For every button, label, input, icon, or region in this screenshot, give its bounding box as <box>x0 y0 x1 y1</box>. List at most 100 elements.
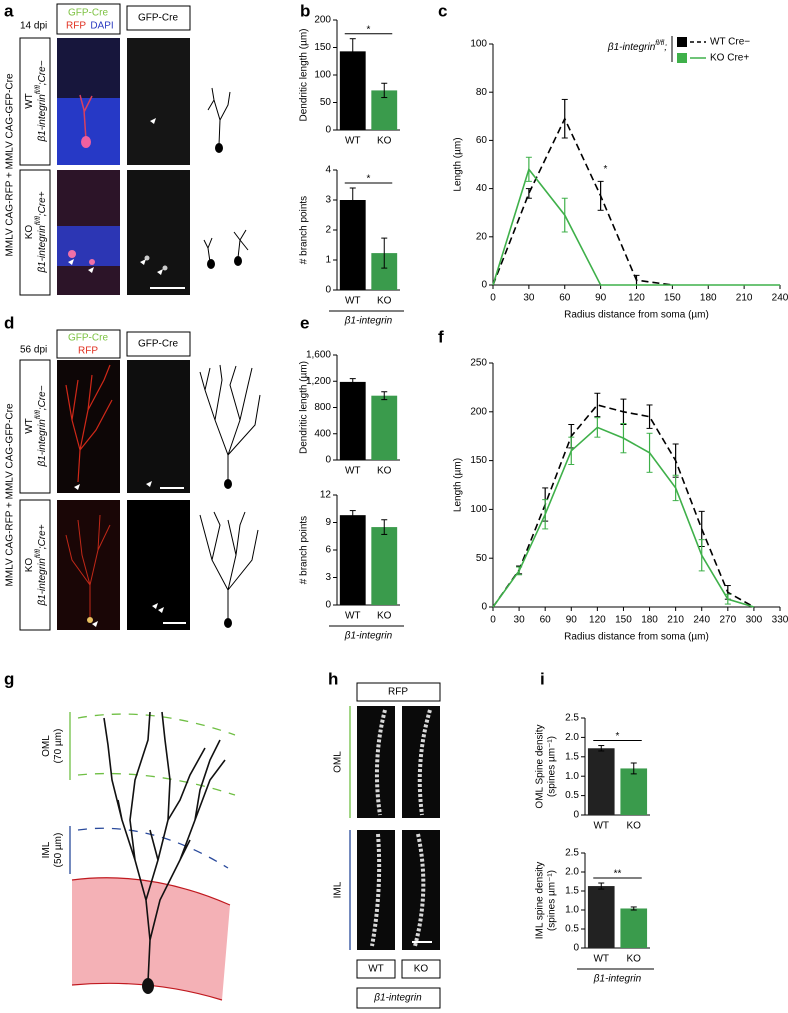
tracing-soma <box>224 618 232 628</box>
y-axis-label: # branch points <box>299 516 310 584</box>
y-tick-label: 400 <box>314 428 331 439</box>
x-tick-label: 180 <box>641 615 658 626</box>
arrowhead <box>74 484 80 490</box>
y-tick-label: 1.5 <box>565 751 579 762</box>
panel-letter: i <box>540 669 545 688</box>
y-tick-label: 2.0 <box>565 867 579 878</box>
error-bar <box>561 98 568 139</box>
tracing <box>203 229 249 263</box>
x-tick-label: 120 <box>628 293 645 304</box>
legend-swatch <box>677 53 687 63</box>
cell <box>68 250 76 258</box>
legend-title: β1-integrinfl/fl; <box>607 40 667 53</box>
significance-label: * <box>367 24 371 35</box>
arrowhead <box>68 259 94 273</box>
channel-label: DAPI <box>90 21 113 32</box>
y-tick-label: 6 <box>325 545 331 556</box>
y-tick-label: 2.0 <box>565 732 579 743</box>
x-axis-label: Radius distance from soma (µm) <box>564 632 709 643</box>
neuron <box>65 364 113 483</box>
x-tick-label: 240 <box>693 615 710 626</box>
allele: fl/fl <box>35 216 42 225</box>
x-tick-label: 270 <box>719 615 736 626</box>
x-tick-label: 60 <box>540 615 552 626</box>
dendrite-image <box>357 830 395 950</box>
channel-label: RFP <box>66 21 86 32</box>
y-axis-label: Dendritic length (µm) <box>299 361 310 454</box>
cre: ;Cre− <box>37 60 48 85</box>
cre: ;Cre+ <box>37 191 48 216</box>
y-tick-label: 80 <box>476 87 488 98</box>
channel-label: GFP-Cre <box>68 8 108 19</box>
x-tick-label: 90 <box>595 293 607 304</box>
y-tick-label: 2.5 <box>565 848 579 859</box>
error-bar <box>646 432 653 473</box>
annotation: * <box>603 164 607 175</box>
x-axis-label: Radius distance from soma (µm) <box>564 310 709 321</box>
y-tick-label: 200 <box>470 406 487 417</box>
layer-label: IML <box>333 881 344 898</box>
y-tick-label: 800 <box>314 402 331 413</box>
allele: fl/fl <box>35 410 42 419</box>
y-tick-label: 250 <box>470 358 487 369</box>
allele: fl/fl <box>35 549 42 558</box>
bar <box>587 748 615 815</box>
channel-label: RFP <box>78 346 98 357</box>
layer-name: IML <box>41 841 52 858</box>
bar <box>371 395 398 460</box>
gene: β1-integrin <box>37 94 48 143</box>
row-label: KO β1-integrinfl/fl;Cre+ <box>24 524 48 606</box>
error-bar <box>646 404 653 429</box>
y-tick-label: 9 <box>325 517 331 528</box>
row-label: WT β1-integrinfl/fl;Cre− <box>24 60 48 142</box>
x-tick-label: 210 <box>667 615 684 626</box>
y-tick-label: 0 <box>325 285 331 296</box>
x-tick-label: KO <box>627 821 642 832</box>
arrowhead <box>146 481 152 487</box>
error-bar <box>724 593 731 605</box>
y-axis-label: Length (µm) <box>453 458 464 512</box>
layer-thickness: (70 µm) <box>53 729 64 764</box>
x-tick-label: WT <box>345 136 361 147</box>
x-tick-label: 30 <box>514 615 526 626</box>
column-label: WT <box>368 964 384 975</box>
neuron <box>65 514 111 620</box>
gene: β1-integrin <box>37 419 48 468</box>
x-tick-label: 60 <box>559 293 571 304</box>
legend-swatch <box>677 37 687 47</box>
group-label: β1-integrin <box>344 316 393 327</box>
layer-name: OML <box>41 735 52 757</box>
panel-letter: a <box>4 1 14 20</box>
bar <box>587 886 615 948</box>
error-bar <box>594 417 601 438</box>
y-tick-label: 0 <box>481 602 487 613</box>
error-bar <box>381 519 388 535</box>
arrowhead <box>150 118 156 124</box>
x-tick-label: KO <box>377 136 392 147</box>
x-tick-label: KO <box>627 954 642 965</box>
bar <box>339 381 366 460</box>
y-axis-label: Dendritic length (µm) <box>299 28 310 121</box>
layer-label: IML(50 µm) <box>41 833 64 868</box>
x-tick-label: 150 <box>664 293 681 304</box>
row-label: WT β1-integrinfl/fl;Cre− <box>24 385 48 467</box>
y-tick-label: 1.0 <box>565 771 579 782</box>
y-tick-label: 1.5 <box>565 886 579 897</box>
y-tick-label: 20 <box>476 231 488 242</box>
row-box <box>19 169 51 296</box>
bar <box>620 908 648 948</box>
legend-label: WT Cre− <box>710 37 750 48</box>
channel-label: GFP-Cre <box>68 333 108 344</box>
x-tick-label: WT <box>593 954 609 965</box>
error-bar <box>568 436 575 466</box>
y-tick-label: 2 <box>325 225 331 236</box>
error-bar <box>672 443 679 478</box>
arrowhead <box>140 259 163 275</box>
stain-label: RFP <box>388 687 408 698</box>
x-tick-label: WT <box>345 296 361 307</box>
cre: ;Cre+ <box>37 524 48 549</box>
micrograph-layer <box>57 226 120 266</box>
x-tick-label: 330 <box>772 615 788 626</box>
y-tick-label: 0 <box>325 125 331 136</box>
